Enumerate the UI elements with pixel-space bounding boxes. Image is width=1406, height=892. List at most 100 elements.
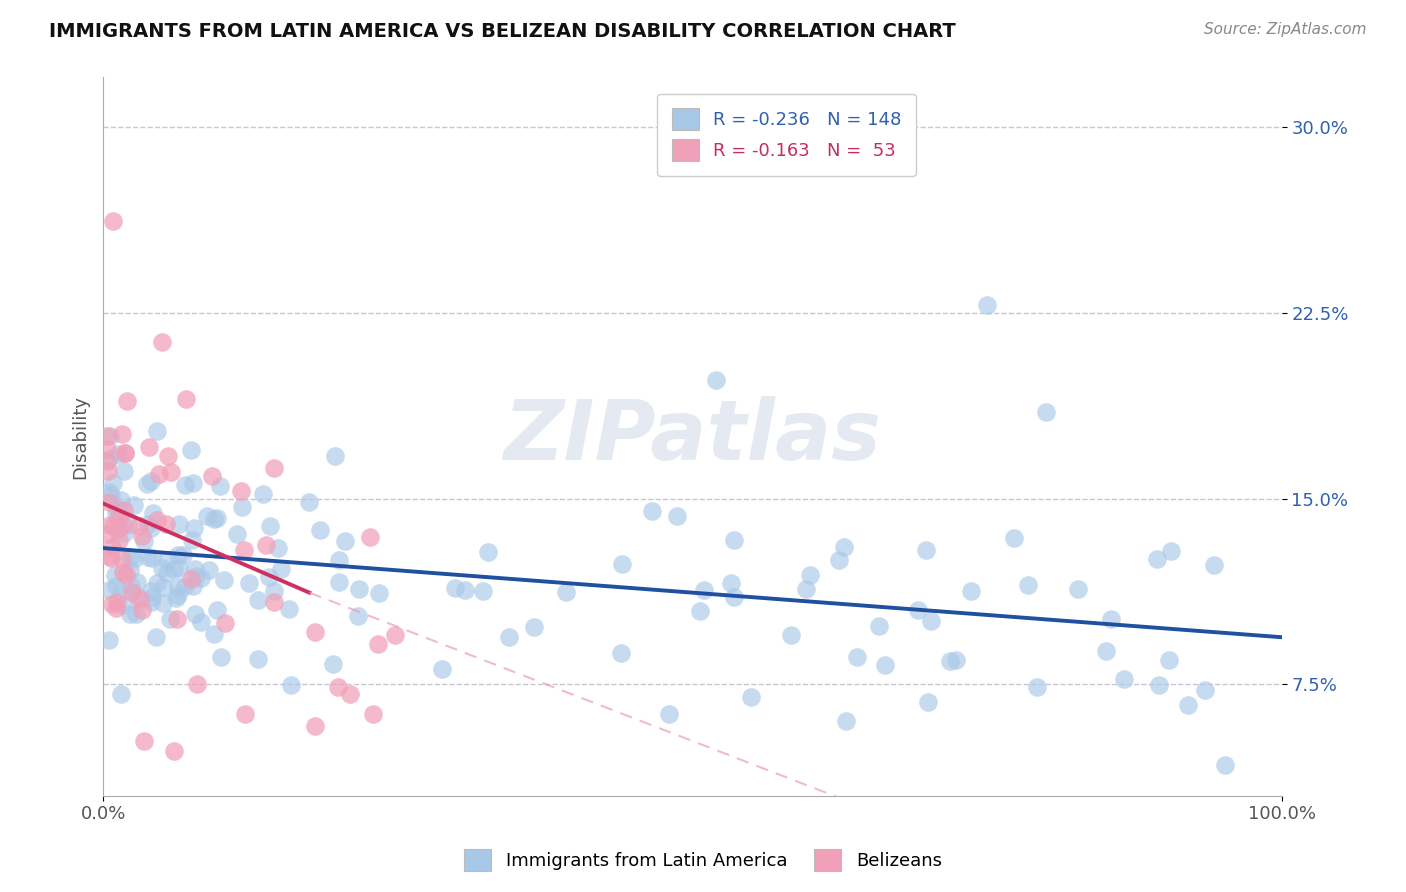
Point	[328, 553, 350, 567]
Point	[472, 584, 495, 599]
Point	[136, 516, 159, 531]
Point	[252, 486, 274, 500]
Point	[156, 449, 179, 463]
Point	[111, 551, 134, 566]
Point	[184, 607, 207, 621]
Point	[98, 452, 121, 467]
Point	[115, 568, 138, 582]
Point	[112, 503, 135, 517]
Point	[333, 534, 356, 549]
Point	[254, 538, 277, 552]
Point	[845, 650, 868, 665]
Point	[339, 687, 361, 701]
Point	[98, 484, 121, 499]
Point	[263, 584, 285, 599]
Point	[246, 652, 269, 666]
Point	[98, 632, 121, 647]
Point	[122, 551, 145, 566]
Point	[107, 521, 129, 535]
Point	[384, 628, 406, 642]
Point	[186, 677, 208, 691]
Point	[190, 615, 212, 629]
Point	[523, 620, 546, 634]
Legend: R = -0.236   N = 148, R = -0.163   N =  53: R = -0.236 N = 148, R = -0.163 N = 53	[658, 94, 917, 176]
Point	[1095, 644, 1118, 658]
Point	[214, 615, 236, 630]
Point	[796, 582, 818, 597]
Point	[1194, 683, 1216, 698]
Point	[693, 582, 716, 597]
Point	[150, 335, 173, 350]
Point	[134, 734, 156, 748]
Point	[114, 445, 136, 459]
Point	[156, 553, 179, 567]
Point	[704, 373, 727, 387]
Point	[1112, 672, 1135, 686]
Point	[1149, 678, 1171, 692]
Point	[1099, 612, 1122, 626]
Point	[97, 464, 120, 478]
Point	[125, 590, 148, 604]
Point	[907, 602, 929, 616]
Point	[180, 533, 202, 548]
Point	[238, 576, 260, 591]
Point	[145, 630, 167, 644]
Point	[107, 523, 129, 537]
Point	[105, 579, 128, 593]
Point	[266, 541, 288, 555]
Point	[444, 581, 467, 595]
Point	[298, 495, 321, 509]
Point	[104, 601, 127, 615]
Point	[166, 612, 188, 626]
Point	[368, 586, 391, 600]
Point	[959, 583, 981, 598]
Point	[328, 680, 350, 694]
Point	[111, 598, 134, 612]
Point	[131, 529, 153, 543]
Point	[107, 446, 129, 460]
Point	[554, 584, 576, 599]
Point	[131, 603, 153, 617]
Point	[917, 695, 939, 709]
Point	[190, 571, 212, 585]
Point	[122, 498, 145, 512]
Point	[280, 678, 302, 692]
Point	[129, 591, 152, 606]
Point	[100, 488, 122, 502]
Point	[183, 579, 205, 593]
Point	[309, 524, 332, 538]
Point	[212, 573, 235, 587]
Point	[873, 658, 896, 673]
Point	[1177, 698, 1199, 712]
Point	[105, 508, 128, 522]
Point	[98, 429, 121, 443]
Point	[110, 492, 132, 507]
Point	[166, 588, 188, 602]
Point	[108, 533, 131, 547]
Text: ZIPatlas: ZIPatlas	[503, 396, 882, 477]
Point	[1213, 757, 1236, 772]
Point	[159, 612, 181, 626]
Point	[165, 591, 187, 606]
Point	[141, 590, 163, 604]
Point	[128, 519, 150, 533]
Point	[167, 561, 190, 575]
Point	[97, 527, 120, 541]
Point	[689, 604, 711, 618]
Point	[361, 707, 384, 722]
Point	[132, 533, 155, 548]
Point	[322, 657, 344, 671]
Point	[139, 521, 162, 535]
Point	[101, 519, 124, 533]
Point	[658, 706, 681, 721]
Point	[124, 607, 146, 622]
Point	[101, 214, 124, 228]
Point	[454, 583, 477, 598]
Point	[98, 582, 121, 597]
Point	[172, 548, 194, 562]
Point	[868, 619, 890, 633]
Point	[247, 592, 270, 607]
Point	[740, 690, 762, 704]
Point	[323, 449, 346, 463]
Text: Source: ZipAtlas.com: Source: ZipAtlas.com	[1204, 22, 1367, 37]
